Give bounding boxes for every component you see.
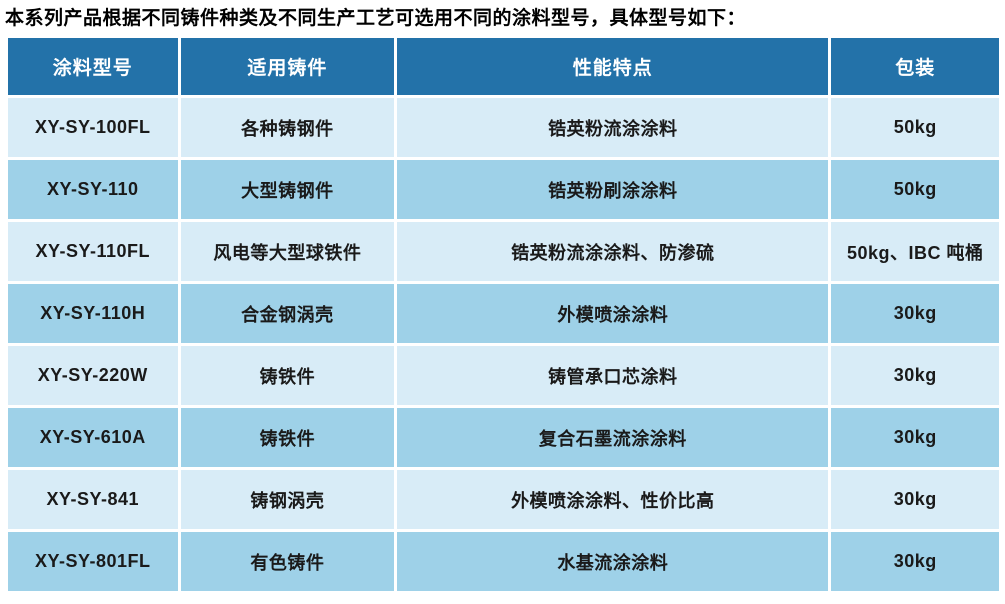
table-body: XY-SY-100FL 各种铸钢件 锆英粉流涂涂料 50kg XY-SY-110 大型铸钢…: [8, 98, 999, 591]
table-row: XY-SY-220W 铸铁件 铸管承口芯涂料 30kg: [8, 346, 999, 405]
cell-performance-features: 锆英粉流涂涂料、防渗硫: [397, 222, 829, 281]
cell-applicable-casting: 铸铁件: [180, 346, 395, 405]
table-row: XY-SY-110FL 风电等大型球铁件 锆英粉流涂涂料、防渗硫 50kg、IBC 吨…: [8, 222, 999, 281]
cell-performance-features: 锆英粉刷涂涂料: [397, 160, 829, 219]
header-cell-performance-features: 性能特点: [397, 38, 829, 95]
cell-packaging: 30kg: [831, 532, 999, 591]
table-row: XY-SY-610A 铸铁件 复合石墨流涂涂料 30kg: [8, 408, 999, 467]
cell-applicable-casting: 铸钢涡壳: [180, 470, 395, 529]
cell-applicable-casting: 各种铸钢件: [180, 98, 395, 157]
cell-performance-features: 水基流涂涂料: [397, 532, 829, 591]
table-header: 涂料型号 适用铸件 性能特点 包装: [8, 38, 999, 95]
cell-packaging: 50kg: [831, 98, 999, 157]
header-cell-coating-model: 涂料型号: [8, 38, 178, 95]
cell-coating-model: XY-SY-220W: [8, 346, 178, 405]
header-cell-packaging: 包装: [831, 38, 999, 95]
header-cell-applicable-casting: 适用铸件: [180, 38, 395, 95]
page: 本系列产品根据不同铸件种类及不同生产工艺可选用不同的涂料型号，具体型号如下： 涂…: [0, 7, 1005, 594]
coating-spec-table: 涂料型号 适用铸件 性能特点 包装 XY-SY-100FL 各种铸钢件 锆英粉流涂涂…: [5, 35, 1002, 594]
cell-packaging: 50kg: [831, 160, 999, 219]
intro-text: 本系列产品根据不同铸件种类及不同生产工艺可选用不同的涂料型号，具体型号如下：: [5, 8, 747, 29]
cell-coating-model: XY-SY-110: [8, 160, 178, 219]
cell-packaging: 30kg: [831, 408, 999, 467]
cell-performance-features: 铸管承口芯涂料: [397, 346, 829, 405]
table-row: XY-SY-801FL 有色铸件 水基流涂涂料 30kg: [8, 532, 999, 591]
cell-coating-model: XY-SY-110FL: [8, 222, 178, 281]
cell-coating-model: XY-SY-100FL: [8, 98, 178, 157]
cell-applicable-casting: 铸铁件: [180, 408, 395, 467]
cell-coating-model: XY-SY-610A: [8, 408, 178, 467]
cell-packaging: 30kg: [831, 284, 999, 343]
cell-performance-features: 复合石墨流涂涂料: [397, 408, 829, 467]
header-row: 涂料型号 适用铸件 性能特点 包装: [8, 38, 999, 95]
cell-performance-features: 外模喷涂涂料、性价比高: [397, 470, 829, 529]
cell-applicable-casting: 风电等大型球铁件: [180, 222, 395, 281]
cell-packaging: 50kg、IBC 吨桶: [831, 222, 999, 281]
cell-packaging: 30kg: [831, 470, 999, 529]
cell-performance-features: 锆英粉流涂涂料: [397, 98, 829, 157]
cell-applicable-casting: 有色铸件: [180, 532, 395, 591]
cell-applicable-casting: 大型铸钢件: [180, 160, 395, 219]
cell-coating-model: XY-SY-110H: [8, 284, 178, 343]
cell-packaging: 30kg: [831, 346, 999, 405]
table-row: XY-SY-110 大型铸钢件 锆英粉刷涂涂料 50kg: [8, 160, 999, 219]
cell-coating-model: XY-SY-801FL: [8, 532, 178, 591]
cell-coating-model: XY-SY-841: [8, 470, 178, 529]
table-row: XY-SY-110H 合金钢涡壳 外模喷涂涂料 30kg: [8, 284, 999, 343]
table-row: XY-SY-841 铸钢涡壳 外模喷涂涂料、性价比高 30kg: [8, 470, 999, 529]
cell-performance-features: 外模喷涂涂料: [397, 284, 829, 343]
cell-applicable-casting: 合金钢涡壳: [180, 284, 395, 343]
table-row: XY-SY-100FL 各种铸钢件 锆英粉流涂涂料 50kg: [8, 98, 999, 157]
